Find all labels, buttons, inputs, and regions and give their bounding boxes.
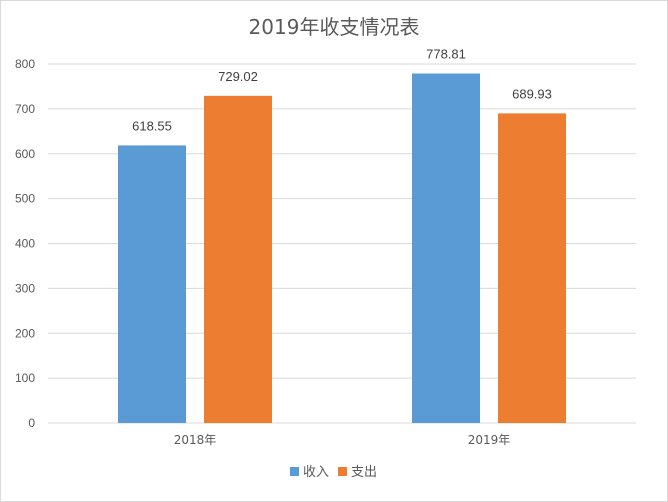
bar [498, 113, 566, 423]
legend-swatch [338, 467, 347, 476]
x-axis-category-labels: 2018年 2019年 [174, 433, 511, 447]
legend-label: 收入 [303, 465, 329, 480]
y-tick-label: 500 [15, 192, 35, 206]
data-label: 778.81 [426, 47, 466, 62]
bar [412, 73, 480, 424]
data-label: 729.02 [218, 69, 258, 84]
bar [118, 145, 186, 423]
y-axis-tick-labels: 0 100 200 300 400 500 600 700 800 [15, 57, 35, 430]
y-tick-label: 0 [28, 416, 35, 430]
y-tick-label: 300 [15, 281, 35, 295]
y-tick-label: 200 [15, 326, 35, 340]
y-tick-label: 700 [15, 102, 35, 116]
legend-swatch [290, 467, 299, 476]
y-tick-label: 600 [15, 147, 35, 161]
y-tick-label: 400 [15, 237, 35, 251]
data-labels: 618.55 729.02 778.81 689.93 [132, 47, 552, 134]
x-category-label: 2019年 [468, 433, 511, 447]
legend-label: 支出 [351, 465, 377, 480]
y-tick-label: 100 [15, 371, 35, 385]
legend: 收入 支出 [290, 465, 377, 480]
data-label: 618.55 [132, 118, 172, 133]
bar [204, 95, 272, 424]
chart-title: 2019年收支情况表 [249, 15, 420, 39]
data-label: 689.93 [512, 86, 552, 101]
x-category-label: 2018年 [174, 433, 217, 447]
bars [118, 73, 566, 424]
y-tick-label: 800 [15, 57, 35, 71]
